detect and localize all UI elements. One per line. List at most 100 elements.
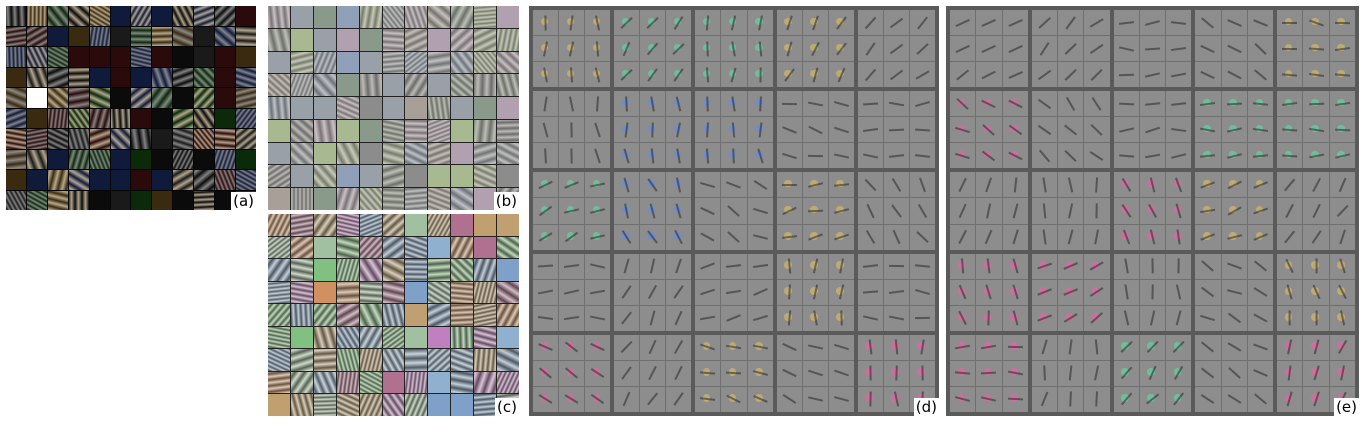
filter-tile: [497, 371, 519, 394]
feature-cell: [559, 386, 585, 412]
feature-cell: [802, 198, 828, 224]
feature-cell: [1329, 10, 1355, 36]
filter-tile: [152, 108, 173, 128]
filter-tile: [382, 326, 405, 349]
feature-block: [614, 10, 692, 88]
feature-cell: [1058, 253, 1084, 279]
feature-cell: [721, 117, 747, 143]
filter-tile: [405, 349, 428, 371]
feature-cell: [1303, 172, 1329, 198]
filter-tile: [26, 67, 47, 87]
feature-cell: [614, 360, 640, 386]
filter-tile: [382, 142, 405, 165]
feature-cell: [1002, 91, 1028, 117]
feature-cell: [950, 143, 976, 169]
feature-cell: [721, 386, 747, 412]
feature-cell: [976, 10, 1002, 36]
feature-cell: [721, 62, 747, 88]
feature-cell: [828, 224, 854, 250]
feature-block: [950, 253, 1028, 331]
feature-cell: [747, 62, 773, 88]
filter-tile: [428, 349, 451, 371]
feature-block: [1113, 91, 1192, 169]
feature-cell: [1002, 305, 1028, 331]
feature-block: [776, 253, 854, 331]
feature-cell: [1247, 91, 1274, 117]
filter-tile: [236, 88, 256, 108]
filter-tile: [268, 97, 290, 119]
filter-tile: [405, 188, 428, 210]
filter-tile: [173, 67, 194, 87]
filter-tile: [152, 129, 173, 149]
filter-tile: [336, 165, 359, 188]
filter-tile: [359, 97, 382, 119]
feature-cell: [559, 91, 585, 117]
feature-block: [614, 172, 692, 250]
filter-tile: [26, 108, 47, 128]
feature-cell: [976, 279, 1002, 305]
filter-tile: [336, 51, 359, 74]
filter-tile: [173, 6, 194, 26]
filter-tile: [268, 281, 290, 304]
feature-cell: [640, 224, 666, 250]
feature-cell: [533, 36, 559, 62]
feature-cell: [1195, 360, 1221, 386]
feature-cell: [802, 91, 828, 117]
filter-tile: [6, 88, 26, 108]
filter-tile: [173, 190, 194, 210]
feature-cell: [1113, 62, 1139, 88]
feature-cell: [1166, 334, 1192, 360]
filter-tile: [474, 97, 497, 119]
feature-cell: [1195, 117, 1221, 143]
feature-cell: [695, 62, 721, 88]
filter-tile: [336, 188, 359, 210]
feature-block: [1277, 334, 1355, 412]
filter-tile: [236, 67, 256, 87]
filter-tile: [89, 149, 110, 169]
feature-cell: [1058, 279, 1084, 305]
filter-tile: [6, 170, 26, 190]
feature-cell: [1303, 386, 1329, 412]
feature-cell: [1195, 386, 1221, 412]
filter-tile: [268, 142, 290, 165]
filter-tile: [131, 47, 152, 67]
filter-tile: [173, 170, 194, 190]
feature-cell: [666, 198, 692, 224]
filter-tile: [428, 394, 451, 416]
feature-cell: [1084, 143, 1110, 169]
filter-tile: [110, 149, 131, 169]
feature-cell: [976, 91, 1002, 117]
feature-block: [533, 172, 611, 250]
feature-cell: [909, 117, 935, 143]
filter-tile: [131, 88, 152, 108]
feature-cell: [883, 279, 909, 305]
feature-cell: [533, 117, 559, 143]
feature-cell: [1031, 386, 1058, 412]
filter-tile: [26, 149, 47, 169]
feature-cell: [721, 36, 747, 62]
filter-tile: [313, 165, 336, 188]
feature-cell: [721, 10, 747, 36]
feature-cell: [585, 143, 611, 169]
feature-cell: [721, 360, 747, 386]
filter-tile: [451, 371, 474, 394]
filter-tile: [428, 188, 451, 210]
filter-tile: [68, 6, 89, 26]
filter-tile: [428, 304, 451, 326]
feature-cell: [695, 224, 721, 250]
filter-tile: [47, 149, 68, 169]
feature-cell: [666, 91, 692, 117]
feature-cell: [857, 143, 883, 169]
feature-cell: [1329, 305, 1355, 331]
feature-cell: [1166, 117, 1192, 143]
feature-cell: [1277, 360, 1303, 386]
feature-cell: [585, 224, 611, 250]
filter-tile: [6, 6, 26, 26]
filter-tile: [268, 188, 290, 210]
filter-tile: [131, 190, 152, 210]
filter-tile: [428, 6, 451, 28]
feature-block: [695, 172, 773, 250]
feature-cell: [1303, 305, 1329, 331]
filter-tile: [313, 394, 336, 416]
feature-cell: [1221, 198, 1247, 224]
